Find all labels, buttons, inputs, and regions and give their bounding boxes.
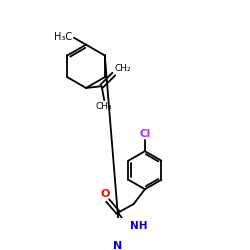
Text: O: O — [100, 189, 110, 199]
Text: CH₃: CH₃ — [96, 102, 112, 111]
Text: Cl: Cl — [139, 129, 150, 139]
Text: H₃C: H₃C — [54, 32, 72, 42]
Text: CH₂: CH₂ — [114, 64, 131, 73]
Text: NH: NH — [130, 220, 148, 230]
Text: N: N — [112, 241, 122, 250]
